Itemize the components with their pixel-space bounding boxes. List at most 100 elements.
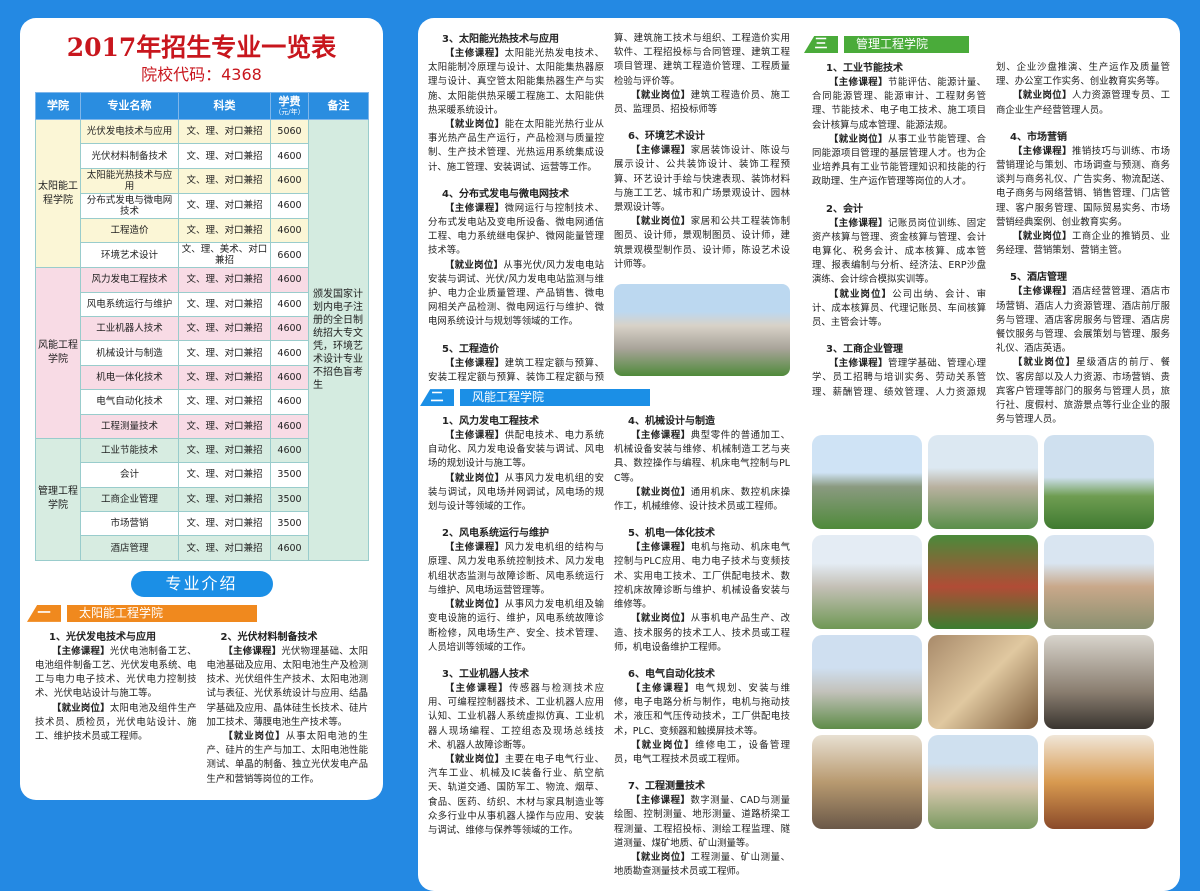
table-row: 工业机器人技术 文、理、对口兼招 4600 — [36, 315, 369, 342]
major-courses: 【主修课程】管理学基础、管理心理学、员工招聘与培训实务、劳动关系管理、薪酬管理、… — [812, 62, 1170, 398]
major-jobs: 【就业岗位】主要在电子电气行业、汽车工业、机械及IC装备行业、航空航天、轨道交通… — [428, 753, 604, 836]
major-title: 2、会计 — [826, 203, 863, 215]
category-cell: 文、理、对口兼招 — [178, 167, 271, 194]
fee-cell: 4600 — [270, 389, 309, 415]
major-jobs: 【就业岗位】维修电工，设备管理员，电气工程技术员或工程师。 — [614, 739, 790, 765]
major-courses: 【主修课程】家居装饰设计、陈设与展示设计、公共装饰设计、装饰工程预算、环艺设计手… — [614, 145, 790, 214]
fee-cell: 4600 — [270, 167, 309, 194]
fee-cell: 3500 — [270, 511, 309, 537]
category-cell: 文、理、对口兼招 — [178, 535, 271, 561]
table-row: 环境艺术设计 文、理、美术、对口兼招 6600 — [36, 242, 369, 269]
campus-photo — [1044, 635, 1154, 730]
major-courses: 【主修课程】风力发电机组的结构与原理、风力发电系统控制技术、风力发电机组状态监测… — [428, 542, 604, 596]
col-major: 专业名称 — [80, 92, 179, 120]
category-cell: 文、理、对口兼招 — [178, 511, 271, 537]
category-cell: 文、理、对口兼招 — [178, 413, 271, 439]
campus-photo — [928, 535, 1038, 630]
col-category: 科类 — [178, 92, 271, 120]
table-row: 太阳能工程学院 光伏发电技术与应用 文、理、对口兼招 5060 颁发国家计划内电子注册的… — [35, 118, 369, 561]
major-intro-item: 2、风电系统运行与维护 【主修课程】风力发电机组的结构与原理、风力发电系统控制技… — [428, 526, 604, 655]
fee-cell: 5060 — [270, 118, 309, 145]
wind-intro: 1、风力发电工程技术 【主修课程】供配电技术、电力系统自动化、风力发电设备安装与… — [428, 414, 790, 879]
fee-cell: 4600 — [270, 143, 309, 169]
major-jobs: 【就业岗位】通用机床、数控机床操作工，机械维修、设计技术员或工程师。 — [614, 486, 790, 513]
major-title: 3、工商企业管理 — [826, 344, 903, 356]
major-courses: 【主修课程】建筑工程定额与预算、安装工程定额与预算、装饰工程定额与预算、建筑施工… — [428, 33, 790, 383]
table-row: 会计 文、理、对口兼招 3500 — [36, 462, 369, 488]
college-cell: 风能工程学院 — [35, 267, 81, 439]
category-cell: 文、理、对口兼招 — [178, 486, 271, 513]
table-row: 管理工程学院 工业节能技术 文、理、对口兼招 4600 — [35, 437, 369, 561]
major-title: 4、市场营销 — [1010, 131, 1067, 143]
major-title: 6、电气自动化技术 — [628, 668, 715, 680]
major-cell: 酒店管理 — [80, 535, 179, 561]
page-title: 2017年招生专业一览表 — [66, 33, 337, 62]
major-cell: 风电系统运行与维护 — [80, 291, 179, 317]
major-cell: 市场营销 — [80, 511, 179, 537]
major-intro-item: 5、工程造价 【主修课程】建筑工程定额与预算、安装工程定额与预算、装饰工程定额与… — [428, 32, 790, 385]
fee-cell: 4600 — [270, 340, 309, 366]
major-jobs: 【就业岗位】工商企业的推销员、业务经理、营销策划、营销主管。 — [996, 231, 1170, 257]
major-title: 1、光伏发电技术与应用 — [49, 631, 156, 643]
category-cell: 文、理、对口兼招 — [178, 143, 271, 169]
major-courses: 【主修课程】电机与拖动、机床电气控制与PLC应用、电力电子技术与变频技术、实用电… — [614, 542, 790, 611]
section-header-management: 三 管理工程学院 — [804, 36, 1170, 53]
campus-photo — [1044, 535, 1154, 630]
major-cell: 工业节能技术 — [80, 437, 179, 464]
major-intro-item: 4、机械设计与制造 【主修课程】典型零件的普通加工、机械设备安装与维修、机械制造… — [614, 414, 790, 514]
fee-cell: 4600 — [270, 315, 309, 342]
major-jobs: 【就业岗位】从事太阳电池的生产、硅片的生产与加工、太阳电池性能测试、单晶的制备、… — [206, 731, 369, 785]
major-jobs: 【就业岗位】从事工业节能管理、合同能源项目管理的基层管理人才。也为企业培养具有工… — [812, 133, 986, 188]
major-cell: 机械设计与制造 — [80, 340, 179, 366]
category-cell: 文、理、对口兼招 — [178, 217, 271, 244]
major-cell: 环境艺术设计 — [80, 242, 179, 269]
campus-photo — [812, 535, 922, 630]
major-intro-item: 7、工程测量技术 【主修课程】数字测量、CAD与测量绘图、控制测量、地形测量、道… — [614, 779, 790, 879]
major-intro-item: 6、环境艺术设计 【主修课程】家居装饰设计、陈设与展示设计、公共装饰设计、装饰工… — [614, 129, 790, 272]
fee-cell: 4600 — [270, 413, 309, 439]
school-code: 院校代码：4368 — [141, 65, 262, 84]
section-header-solar: 一 太阳能工程学院 — [27, 604, 368, 622]
major-cell: 太阳能光热技术与应用 — [80, 167, 179, 194]
fee-cell: 3500 — [270, 462, 309, 488]
campus-photo-grid — [812, 435, 1170, 830]
major-title: 1、风力发电工程技术 — [442, 416, 539, 428]
solar-intro-part1: 1、光伏发电技术与应用 【主修课程】光伏电池制备工艺、电池组件制备工艺、光伏发电… — [35, 630, 368, 787]
major-courses: 【主修课程】记账员岗位训练、固定资产核算与管理、资金核算与管理、会计电算化、税务… — [812, 217, 986, 286]
table-row: 工程造价 文、理、对口兼招 4600 — [36, 217, 369, 244]
major-jobs: 【就业岗位】从事光伏/风力发电电站安装与调试、光伏/风力发电电站监测与维护、电力… — [428, 259, 604, 328]
major-courses: 【主修课程】电气规划、安装与维修，电子电路分析与制作，电机与拖动技术，液压和气压… — [614, 682, 790, 737]
category-cell: 文、理、对口兼招 — [178, 462, 271, 488]
section-header-wind: 二 风能工程学院 — [420, 389, 790, 407]
major-intro-item: 6、电气自动化技术 【主修课程】电气规划、安装与维修，电子电路分析与制作，电机与… — [614, 667, 790, 767]
table-row: 工商企业管理 文、理、对口兼招 3500 — [36, 486, 369, 513]
major-title: 1、工业节能技术 — [826, 63, 903, 74]
campus-photo — [928, 435, 1038, 530]
category-cell: 文、理、对口兼招 — [178, 340, 271, 366]
major-courses: 【主修课程】数字测量、CAD与测量绘图、控制测量、地形测量、道路桥梁工程测量、工… — [614, 795, 790, 849]
left-panel: 2017年招生专业一览表 院校代码：4368 学院 专业名称 科类 学费 （元/年… — [20, 18, 383, 800]
fee-cell: 6600 — [270, 242, 309, 269]
major-jobs: 【就业岗位】家居和公共工程装饰制图员、设计师，景观制图员、设计师，建筑景观模型制… — [614, 216, 790, 270]
major-intro-item: 5、酒店管理 【主修课程】酒店经营管理、酒店市场营销、酒店人力资源管理、酒店前厅… — [996, 270, 1170, 427]
major-jobs: 【就业岗位】从事风力发电机组及输变电设施的运行、维护，风电系统故障诊断检修，风电… — [428, 599, 604, 653]
major-courses: 【主修课程】节能评估、能源计量、合同能源管理、能源审计、工程财务管理、节能技术、… — [812, 77, 986, 131]
fee-cell: 4600 — [270, 267, 309, 293]
right-panel: 3、太阳能光热技术与应用 【主修课程】太阳能光热发电技术、太阳能制冷原理与设计、… — [418, 18, 1180, 891]
major-intro-item: 2、光伏材料制备技术 【主修课程】光伏物理基础、太阳电池基础及应用、太阳电池生产… — [207, 630, 369, 787]
table-row: 酒店管理 文、理、对口兼招 4600 — [36, 535, 369, 561]
major-jobs: 【就业岗位】星级酒店的前厅、餐饮、客房部以及人力资源、市场营销、贵宾客户管理等部… — [996, 357, 1170, 426]
campus-photo — [812, 735, 922, 830]
col-college: 学院 — [35, 92, 81, 120]
major-courses: 【主修课程】典型零件的普通加工、机械设备安装与维修、机械制造工艺与夹具、数控操作… — [614, 430, 790, 484]
campus-photo — [928, 735, 1038, 830]
table-row: 机电一体化技术 文、理、对口兼招 4600 — [36, 364, 369, 391]
major-intro-item: 4、市场营销 【主修课程】推销技巧与训练、市场营销理论与策划、市场调查与预测、商… — [996, 130, 1170, 259]
col-note: 备注 — [308, 92, 369, 120]
major-intro-item: 1、光伏发电技术与应用 【主修课程】光伏电池制备工艺、电池组件制备工艺、光伏发电… — [35, 630, 197, 744]
fee-cell: 4600 — [270, 437, 309, 464]
campus-photo — [1044, 435, 1154, 530]
table-row: 分布式发电与微电网技术 文、理、对口兼招 4600 — [36, 192, 369, 219]
major-cell: 分布式发电与微电网技术 — [80, 192, 179, 219]
table-row: 电气自动化技术 文、理、对口兼招 4600 — [36, 389, 369, 415]
